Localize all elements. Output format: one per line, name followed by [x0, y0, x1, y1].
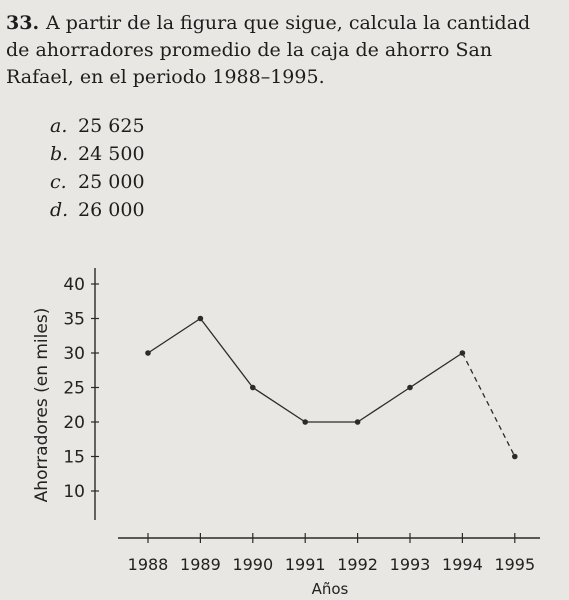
x-tick-label: 1990	[232, 555, 273, 574]
x-tick-label: 1995	[494, 555, 535, 574]
y-tick-label: 10	[63, 482, 85, 502]
option-value: 25 000	[78, 171, 145, 193]
option-d: d. 26 000	[50, 196, 145, 224]
option-value: 24 500	[78, 143, 145, 165]
y-axis-label: Ahorradores (en miles)	[32, 308, 52, 503]
series-line-segment	[252, 386, 306, 423]
series-line-layer	[147, 317, 516, 457]
series-line-segment	[199, 318, 254, 388]
y-tick-label: 30	[63, 344, 85, 364]
x-tick-label: 1992	[337, 555, 378, 574]
option-letter: a.	[50, 115, 68, 137]
x-tick-label: 1989	[180, 555, 221, 574]
option-b: b. 24 500	[50, 140, 145, 168]
question-text: A partir de la figura que sigue, calcula…	[6, 12, 531, 88]
x-axis-label: Años	[312, 580, 349, 598]
answer-options: a. 25 625 b. 24 500 c. 25 000 d. 26 000	[50, 112, 145, 224]
data-point	[512, 453, 518, 460]
series-line-segment	[409, 352, 463, 389]
chart-axes	[94, 268, 540, 539]
y-tick-label: 40	[63, 275, 85, 295]
x-tick-label: 1991	[285, 555, 326, 574]
data-point	[250, 384, 256, 391]
data-point	[302, 419, 309, 425]
x-ticks: 1988 1989 1990 1991 1992 1993 1994 1995	[128, 533, 535, 574]
data-point	[407, 384, 413, 391]
data-point	[354, 419, 361, 425]
option-letter: d.	[50, 199, 69, 221]
series-line-segment	[147, 317, 201, 354]
data-point	[459, 350, 466, 356]
option-value: 26 000	[78, 199, 145, 221]
question-number: 33.	[6, 12, 40, 34]
data-point	[145, 350, 151, 356]
y-tick-label: 35	[63, 310, 85, 330]
x-tick-label: 1993	[390, 555, 431, 574]
series-point-layer	[145, 315, 518, 460]
option-letter: c.	[50, 171, 67, 193]
y-tick-label: 20	[63, 413, 85, 433]
series-line-segment	[461, 352, 516, 457]
x-tick-label: 1994	[442, 555, 483, 574]
y-tick-label: 15	[63, 448, 85, 468]
data-point	[197, 315, 204, 322]
question-block: 33. A partir de la figura que sigue, calc…	[6, 10, 558, 91]
option-value: 25 625	[78, 115, 145, 137]
y-ticks: 10 15 20 25 30 35 40	[63, 275, 99, 502]
y-tick-label: 25	[63, 379, 85, 399]
option-letter: b.	[50, 143, 69, 165]
option-c: c. 25 000	[50, 168, 145, 196]
series-line-segment	[357, 386, 411, 423]
option-a: a. 25 625	[50, 112, 145, 140]
x-tick-label: 1988	[128, 555, 169, 574]
